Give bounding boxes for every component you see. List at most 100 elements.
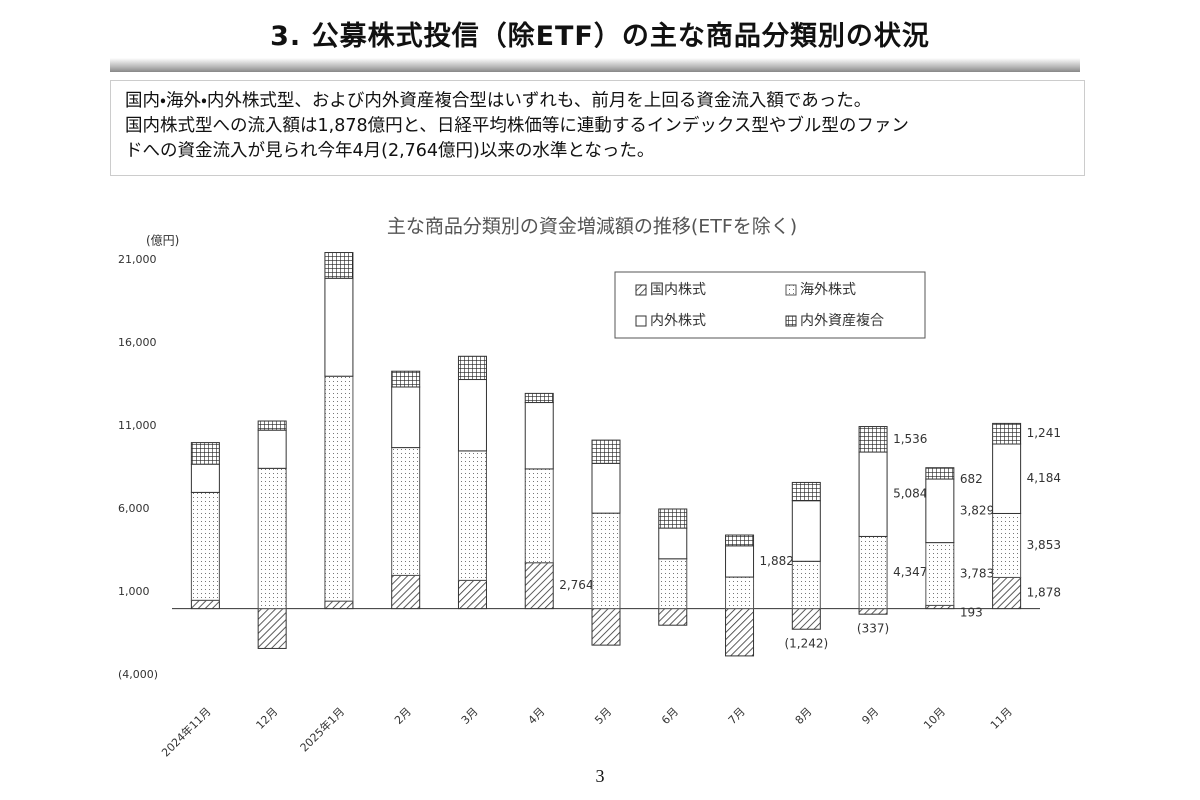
bar-segment (257, 608, 287, 649)
legend-label: 国内株式 (650, 282, 706, 298)
y-tick-label: (4,000) (118, 668, 158, 681)
bar-segment (324, 375, 354, 602)
bar-segment (457, 355, 487, 381)
x-tick-label: 8月 (793, 705, 815, 727)
data-label: (1,242) (784, 637, 828, 651)
bar-segment (791, 608, 821, 630)
chart: 主な商品分類別の資金増減額の推移(ETFを除く) (億円) (4,000) 1,0… (118, 216, 1061, 760)
data-label: 5,084 (893, 487, 927, 501)
bar-segment (725, 576, 755, 610)
legend-label: 内外株式 (650, 313, 706, 329)
x-tick-label: 2月 (392, 705, 414, 727)
bar-segment (524, 468, 554, 564)
bar-segment (858, 426, 888, 453)
chart-title: 主な商品分類別の資金増減額の推移(ETFを除く) (387, 216, 797, 238)
bar-segment (658, 508, 688, 529)
bar-segment (992, 422, 1022, 445)
bar-segment (858, 535, 888, 610)
data-label: 1,882 (760, 554, 794, 568)
bar-segment (925, 478, 955, 544)
bar-segment (591, 608, 621, 646)
y-tick-label: 16,000 (118, 336, 157, 349)
page-number: 3 (595, 766, 605, 786)
bar-segment (391, 574, 421, 610)
x-tick-label: 11月 (988, 705, 1015, 732)
bar-segment (591, 512, 621, 610)
summary-line: 国内・海外・内外株式型、および内外資産複合型はいずれも、前月を上回る資金流入額で… (125, 91, 872, 111)
x-tick-label: 7月 (726, 705, 748, 727)
y-tick-label: 1,000 (118, 585, 150, 598)
bar-segment (992, 443, 1022, 514)
legend-label: 内外資産複合 (800, 312, 884, 329)
legend-box (614, 271, 926, 339)
bar-segment (391, 447, 421, 576)
bar-segment (257, 429, 287, 469)
bar-segment (391, 386, 421, 449)
data-label: 2,764 (559, 578, 593, 592)
bar-segment (591, 462, 621, 514)
bar-segment (725, 545, 755, 578)
bar-segment (190, 463, 220, 493)
page-title: 3. 公募株式投信（除ETF）の主な商品分類別の状況 (270, 21, 930, 52)
bar-segment (457, 579, 487, 610)
x-tick-label: 9月 (859, 705, 881, 727)
y-tick-label: 6,000 (118, 502, 150, 515)
bar-segment (791, 500, 821, 562)
data-label: 4,184 (1027, 471, 1061, 485)
bar-segment (992, 576, 1022, 610)
bar-segment (858, 451, 888, 537)
data-label: 4,347 (893, 565, 927, 579)
bar-segment (992, 512, 1022, 578)
x-tick-label: 10月 (921, 705, 948, 732)
legend-swatch (785, 284, 797, 296)
title-band (110, 58, 1080, 72)
x-tick-label: 5月 (592, 705, 614, 727)
bar-segment (658, 527, 688, 560)
y-unit: (億円) (146, 234, 179, 248)
bar-segment (858, 608, 888, 615)
bar-segment (791, 481, 821, 502)
summary-line: 国内株式型への流入額は1,878億円と、日経平均株価等に連動するインデックス型や… (125, 116, 909, 136)
data-label: 1,241 (1027, 426, 1061, 440)
bar-segment (524, 402, 554, 470)
legend-swatch (635, 284, 647, 296)
summary-line: ドへの資金流入が見られ今年4月(2,764億円)以来の水準となった。 (125, 141, 655, 161)
legend-swatch (635, 315, 647, 327)
y-tick-label: 11,000 (118, 419, 157, 432)
data-label: 3,783 (960, 566, 994, 580)
bar-segment (324, 600, 354, 610)
data-label: 1,878 (1027, 586, 1061, 600)
bar-segment (524, 392, 554, 404)
data-label: 1,536 (893, 432, 927, 446)
bar-segment (457, 450, 487, 581)
bar-segment (324, 252, 354, 279)
bar-segment (658, 558, 688, 610)
y-tick-label: 21,000 (118, 253, 157, 266)
x-tick-label: 2024年11月 (158, 704, 213, 759)
bar-segment (925, 542, 955, 606)
bar-segment (457, 379, 487, 452)
bar-segment (190, 599, 220, 610)
bar-segment (257, 467, 287, 610)
bar-segment (591, 439, 621, 464)
bar-segment (391, 370, 421, 388)
x-tick-label: 6月 (659, 705, 681, 727)
x-tick-label: 4月 (526, 705, 548, 727)
bar-segment (190, 491, 220, 601)
x-tick-label: 2025年1月 (297, 704, 347, 754)
x-tick-label: 12月 (254, 705, 281, 732)
bar-segment (524, 562, 554, 610)
bar-segment (791, 560, 821, 610)
summary-box: 国内・海外・内外株式型、および内外資産複合型はいずれも、前月を上回る資金流入額で… (110, 80, 1085, 176)
data-label: (337) (857, 622, 889, 636)
data-label: 3,829 (960, 503, 994, 517)
data-label: 193 (960, 605, 983, 619)
x-tick-label: 3月 (459, 705, 481, 727)
data-label: 682 (960, 472, 983, 486)
bar-segment (257, 420, 287, 431)
legend-label: 海外株式 (800, 282, 856, 298)
data-label: 3,853 (1027, 538, 1061, 552)
bar-segment (658, 608, 688, 626)
bar-segment (725, 608, 755, 657)
